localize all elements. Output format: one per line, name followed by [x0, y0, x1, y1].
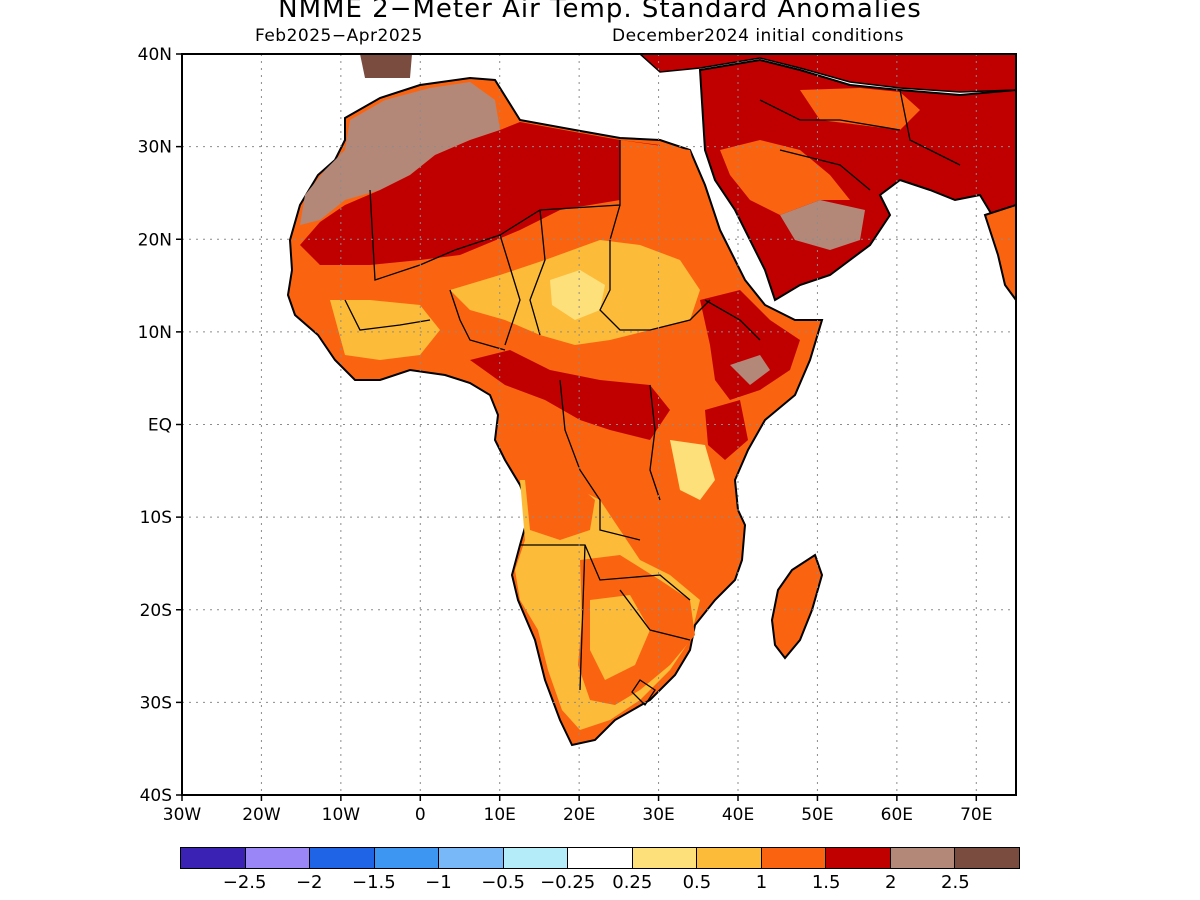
- colorbar-swatch: [374, 848, 440, 868]
- lat-tick-label: EQ: [148, 416, 172, 436]
- map-title: NMME 2−Meter Air Temp. Standard Anomalie…: [278, 0, 922, 24]
- lon-tick-label: 20W: [242, 805, 281, 825]
- lon-tick-label: 10E: [484, 805, 516, 825]
- lat-tick-label: 10N: [138, 323, 172, 343]
- colorbar-swatch: [310, 848, 375, 868]
- north-africa-anomaly-1-5: [620, 140, 700, 230]
- colorbar-swatch: [439, 848, 504, 868]
- west-africa-coast-anomaly-1: [330, 300, 440, 360]
- colorbar-label: 0.5: [682, 872, 712, 893]
- colorbar-swatch: [761, 848, 827, 868]
- horn-anomaly-2-5: [730, 355, 770, 385]
- central-africa-anomaly-2: [470, 350, 670, 440]
- lon-tick-label: 20E: [563, 805, 595, 825]
- latitude-axis: 40N 30N 20N 10N EQ 10S 20S 30S 40S: [138, 45, 182, 806]
- colorbar-swatch: [568, 848, 633, 868]
- central-africa-anomaly-0-5: [550, 270, 605, 320]
- map-graticule: [182, 54, 1016, 795]
- lon-tick-label: 50E: [801, 805, 833, 825]
- angola-anomaly-1-5: [525, 478, 595, 540]
- lon-tick-label: 30E: [642, 805, 674, 825]
- anomaly-map: 30W 20W 10W 0 10E 20E 30E 40E 50E 60E 70E 40N 30N 20…: [138, 45, 1017, 825]
- lat-tick-label: 40S: [140, 786, 172, 806]
- colorbar-label: 0.25: [612, 872, 653, 893]
- madagascar: [770, 553, 824, 660]
- initial-conditions: December2024 initial conditions: [612, 26, 904, 46]
- colorbar-swatch: [503, 848, 569, 868]
- longitude-axis: 30W 20W 10W 0 10E 20E 30E 40E 50E 60E 70E: [163, 795, 992, 825]
- colorbar-label: −1: [425, 872, 452, 893]
- north-africa-anomaly-2: [300, 122, 660, 265]
- country-borders: [344, 89, 961, 707]
- lon-tick-label: 30W: [163, 805, 202, 825]
- northern-landmass: [638, 54, 1016, 93]
- forecast-period: Feb2025−Apr2025: [255, 26, 423, 46]
- lat-tick-label: 30S: [140, 693, 172, 713]
- lat-tick-label: 30N: [138, 138, 172, 158]
- colorbar-label: 2: [885, 872, 897, 893]
- colorbar-swatch: [632, 848, 698, 868]
- east-africa-anomaly-2: [700, 290, 800, 400]
- colorbar-swatch: [697, 848, 762, 868]
- map-plot-area: [182, 54, 1016, 795]
- colorbar-swatch: [890, 848, 956, 868]
- colorbar-label: −0.5: [481, 872, 525, 893]
- colorbar-label: 1: [755, 872, 768, 893]
- colorbar-swatch: [826, 848, 891, 868]
- colorbar-label: −2: [295, 872, 323, 893]
- colorbar-label: −2.5: [222, 872, 267, 893]
- lon-tick-label: 40E: [722, 805, 754, 825]
- lat-tick-label: 20S: [140, 601, 172, 621]
- india-landmass: [983, 203, 1016, 302]
- colorbar-label: 2.5: [941, 872, 970, 893]
- lon-tick-label: 70E: [960, 805, 992, 825]
- lat-tick-label: 40N: [138, 45, 172, 65]
- colorbar-swatch: [245, 848, 311, 868]
- south-africa-interior-anomaly-1: [590, 595, 650, 680]
- lat-tick-label: 10S: [140, 508, 172, 528]
- arabia-anomaly-2-5: [780, 200, 865, 250]
- lat-tick-label: 20N: [138, 230, 172, 250]
- east-africa-anomaly-0-5: [670, 440, 715, 500]
- mozambique-anomaly-1-5: [690, 515, 740, 580]
- colorbar-swatch: [955, 848, 1019, 868]
- colorbar-label: −1.5: [351, 872, 396, 893]
- sahara-anomaly-2-5: [300, 82, 500, 225]
- kenya-anomaly-2: [705, 400, 748, 460]
- europe-anomaly-2-5: [360, 54, 412, 78]
- lon-tick-label: 60E: [881, 805, 913, 825]
- lon-tick-label: 10W: [322, 805, 361, 825]
- arabia-anomaly-1-5: [720, 140, 850, 215]
- colorbar-label: 1.5: [811, 872, 841, 893]
- lon-tick-label: 0: [415, 805, 426, 825]
- colorbar-label: −0.25: [540, 872, 596, 893]
- colorbar-swatch: [181, 848, 246, 868]
- colorbar: [180, 847, 1020, 869]
